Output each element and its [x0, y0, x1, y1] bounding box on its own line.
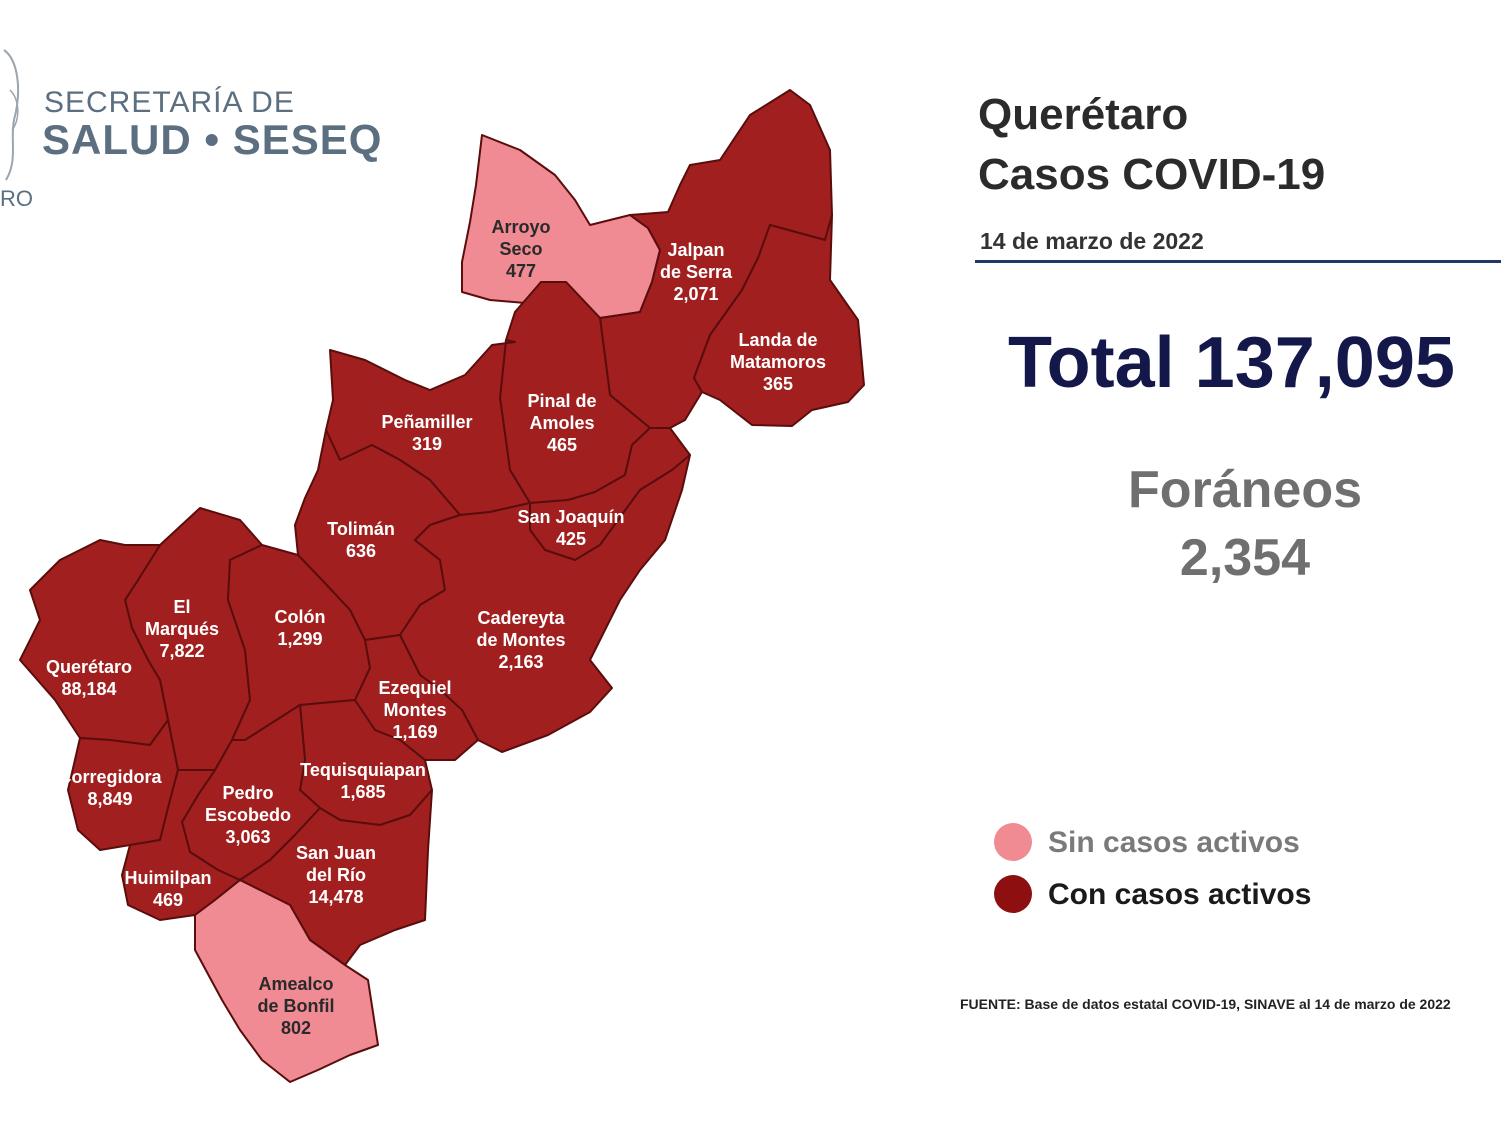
label-line: 802	[281, 1018, 311, 1038]
label-line: 425	[556, 529, 586, 549]
label-line: El	[173, 597, 190, 617]
report-date: 14 de marzo de 2022	[980, 228, 1204, 254]
legend-dot-icon	[994, 823, 1032, 861]
source-note: FUENTE: Base de datos estatal COVID-19, …	[960, 996, 1451, 1012]
label-line: 1,685	[340, 782, 385, 802]
label-line: Querétaro	[46, 657, 132, 677]
label-colon: Colón 1,299	[275, 607, 326, 649]
label-landa-de-matamoros: Landa de Matamoros 365	[730, 330, 826, 394]
label-arroyo-seco: Arroyo Seco 477	[491, 217, 550, 281]
label-line: 2,071	[673, 284, 718, 304]
label-cadereyta-de-montes: Cadereyta de Montes 2,163	[476, 608, 565, 672]
label-line: 88,184	[61, 679, 116, 699]
title-divider	[975, 260, 1501, 263]
label-queretaro: Querétaro 88,184	[46, 657, 132, 699]
legend-dot-icon	[994, 875, 1032, 913]
foraneos-value: 2,354	[1179, 529, 1311, 587]
municipality-amealco-de-bonfil	[194, 879, 379, 1083]
label-line: 8,849	[87, 789, 132, 809]
label-line: Montes	[384, 700, 447, 720]
label-line: de Serra	[660, 262, 733, 282]
label-tequisquiapan: Tequisquiapan 1,685	[300, 760, 426, 802]
label-line: Corregidora	[58, 767, 162, 787]
label-amealco-de-bonfil: Amealco de Bonfil 802	[258, 974, 335, 1038]
title-subject: Casos COVID-19	[978, 150, 1326, 199]
label-san-juan-del-rio: San Juan del Río 14,478	[296, 843, 376, 907]
label-line: 1,169	[392, 722, 437, 742]
label-toliman: Tolimán 636	[327, 519, 395, 561]
legend-label-sin-casos: Sin casos activos	[1048, 826, 1300, 859]
label-line: 3,063	[225, 827, 270, 847]
logo-line-salud-seseq: SALUD • SESEQ	[42, 116, 383, 163]
state-crest-icon	[3, 49, 20, 181]
legend-item-sin-casos: Sin casos activos	[994, 822, 1414, 862]
municipality-queretaro	[19, 539, 169, 746]
label-line: Jalpan	[667, 240, 724, 260]
label-line: del Río	[306, 865, 366, 885]
label-jalpan-de-serra: Jalpan de Serra 2,071	[660, 240, 733, 304]
label-line: 636	[346, 541, 376, 561]
label-corregidora: Corregidora 8,849	[58, 767, 162, 809]
label-line: Amoles	[529, 413, 594, 433]
label-line: 365	[763, 374, 793, 394]
label-huimilpan: Huimilpan 469	[124, 868, 211, 910]
label-line: Ezequiel	[378, 678, 451, 698]
label-line: Matamoros	[730, 352, 826, 372]
label-line: San Juan	[296, 843, 376, 863]
label-line: 14,478	[308, 887, 363, 907]
label-san-joaquin: San Joaquín 425	[517, 507, 624, 549]
logo-line-secretaria: SECRETARÍA DE	[44, 86, 295, 119]
label-line: 1,299	[277, 629, 322, 649]
label-line: Amealco	[258, 974, 333, 994]
label-pedro-escobedo: Pedro Escobedo 3,063	[205, 783, 291, 847]
label-line: de Bonfil	[258, 996, 335, 1016]
label-el-marques: El Marqués 7,822	[145, 597, 219, 661]
foraneos-label: Foráneos	[1127, 461, 1363, 519]
label-line: Huimilpan	[124, 868, 211, 888]
municipality-huimilpan	[121, 769, 241, 921]
label-line: Landa de	[738, 330, 817, 350]
label-line: Cadereyta	[477, 608, 565, 628]
label-line: Escobedo	[205, 805, 291, 825]
total-cases: Total 137,095	[1008, 323, 1455, 403]
municipality-landa-de-matamoros	[693, 214, 865, 427]
label-line: 477	[506, 261, 536, 281]
municipality-cadereyta-de-montes	[399, 454, 691, 753]
label-line: Peñamiller	[381, 412, 472, 432]
legend-label-con-casos: Con casos activos	[1048, 878, 1312, 911]
label-line: Marqués	[145, 619, 219, 639]
seseq-logo: SECRETARÍA DE SALUD • SESEQ RO	[0, 20, 400, 211]
label-ezequiel-montes: Ezequiel Montes 1,169	[378, 678, 451, 742]
label-line: San Joaquín	[517, 507, 624, 527]
label-line: 2,163	[498, 652, 543, 672]
label-line: Seco	[499, 239, 542, 259]
label-line: 465	[547, 435, 577, 455]
label-penamiller: Peñamiller 319	[381, 412, 472, 454]
logo-fragment: RO	[0, 186, 33, 211]
legend-item-con-casos: Con casos activos	[994, 874, 1414, 914]
municipality-san-juan-del-rio	[239, 789, 433, 966]
label-line: 7,822	[159, 641, 204, 661]
label-line: Tequisquiapan	[300, 760, 426, 780]
label-line: Colón	[275, 607, 326, 627]
label-line: de Montes	[476, 630, 565, 650]
title-state: Querétaro	[978, 90, 1189, 139]
label-pinal-de-amoles: Pinal de Amoles 465	[527, 391, 596, 455]
label-line: Pedro	[222, 783, 273, 803]
label-line: Arroyo	[491, 217, 550, 237]
label-line: Pinal de	[527, 391, 596, 411]
label-line: 469	[153, 890, 183, 910]
label-line: Tolimán	[327, 519, 395, 539]
label-line: 319	[412, 434, 442, 454]
